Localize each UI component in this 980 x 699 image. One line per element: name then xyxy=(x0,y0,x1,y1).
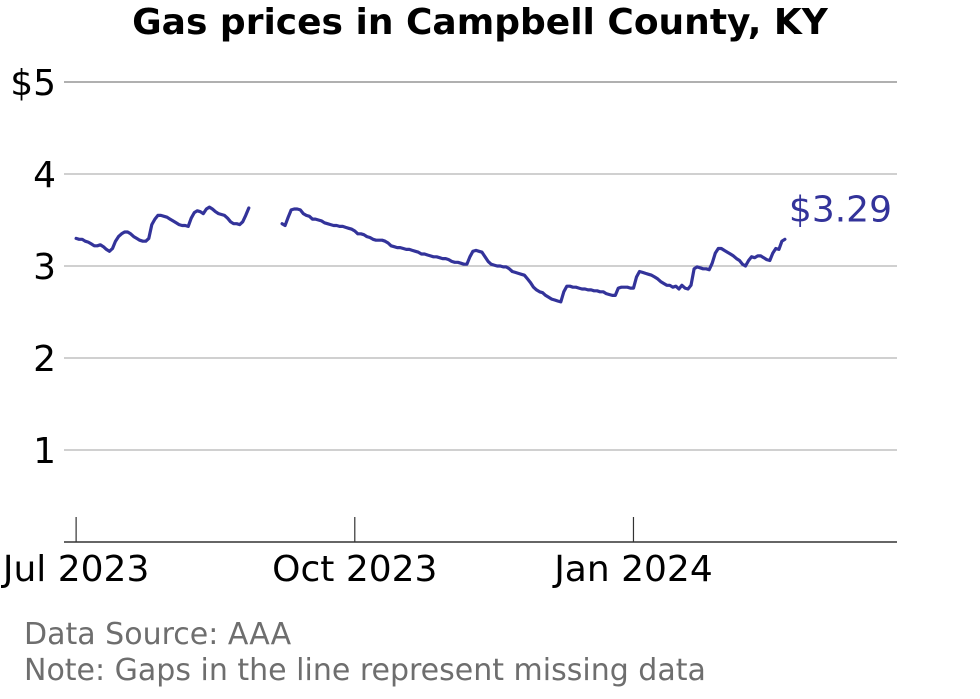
data-source-note: Data Source: AAA xyxy=(24,617,292,652)
chart-title: Gas prices in Campbell County, KY xyxy=(132,2,828,43)
gridlines xyxy=(64,81,897,451)
y-tick-label: 3 xyxy=(33,247,56,288)
y-tick-label: $5 xyxy=(10,63,56,104)
x-tick-label: Oct 2023 xyxy=(272,549,437,590)
series-line-segment xyxy=(74,205,251,253)
y-tick-label: 1 xyxy=(33,431,56,472)
y-tick-label: 2 xyxy=(33,339,56,380)
x-tick-label: Jul 2023 xyxy=(1,549,150,590)
series-line-segment xyxy=(280,207,787,304)
x-tick-label: Jan 2024 xyxy=(552,549,713,590)
tick-labels: 1 2 3 4 $5 Jul 2023 Oct 2023 Jan 2024 $3.29 xyxy=(1,63,892,590)
missing-data-note: Note: Gaps in the line represent missing… xyxy=(24,653,706,688)
y-tick-label: 4 xyxy=(33,155,56,196)
price-series xyxy=(74,205,787,304)
axes xyxy=(64,517,897,543)
end-value-label: $3.29 xyxy=(789,189,892,230)
